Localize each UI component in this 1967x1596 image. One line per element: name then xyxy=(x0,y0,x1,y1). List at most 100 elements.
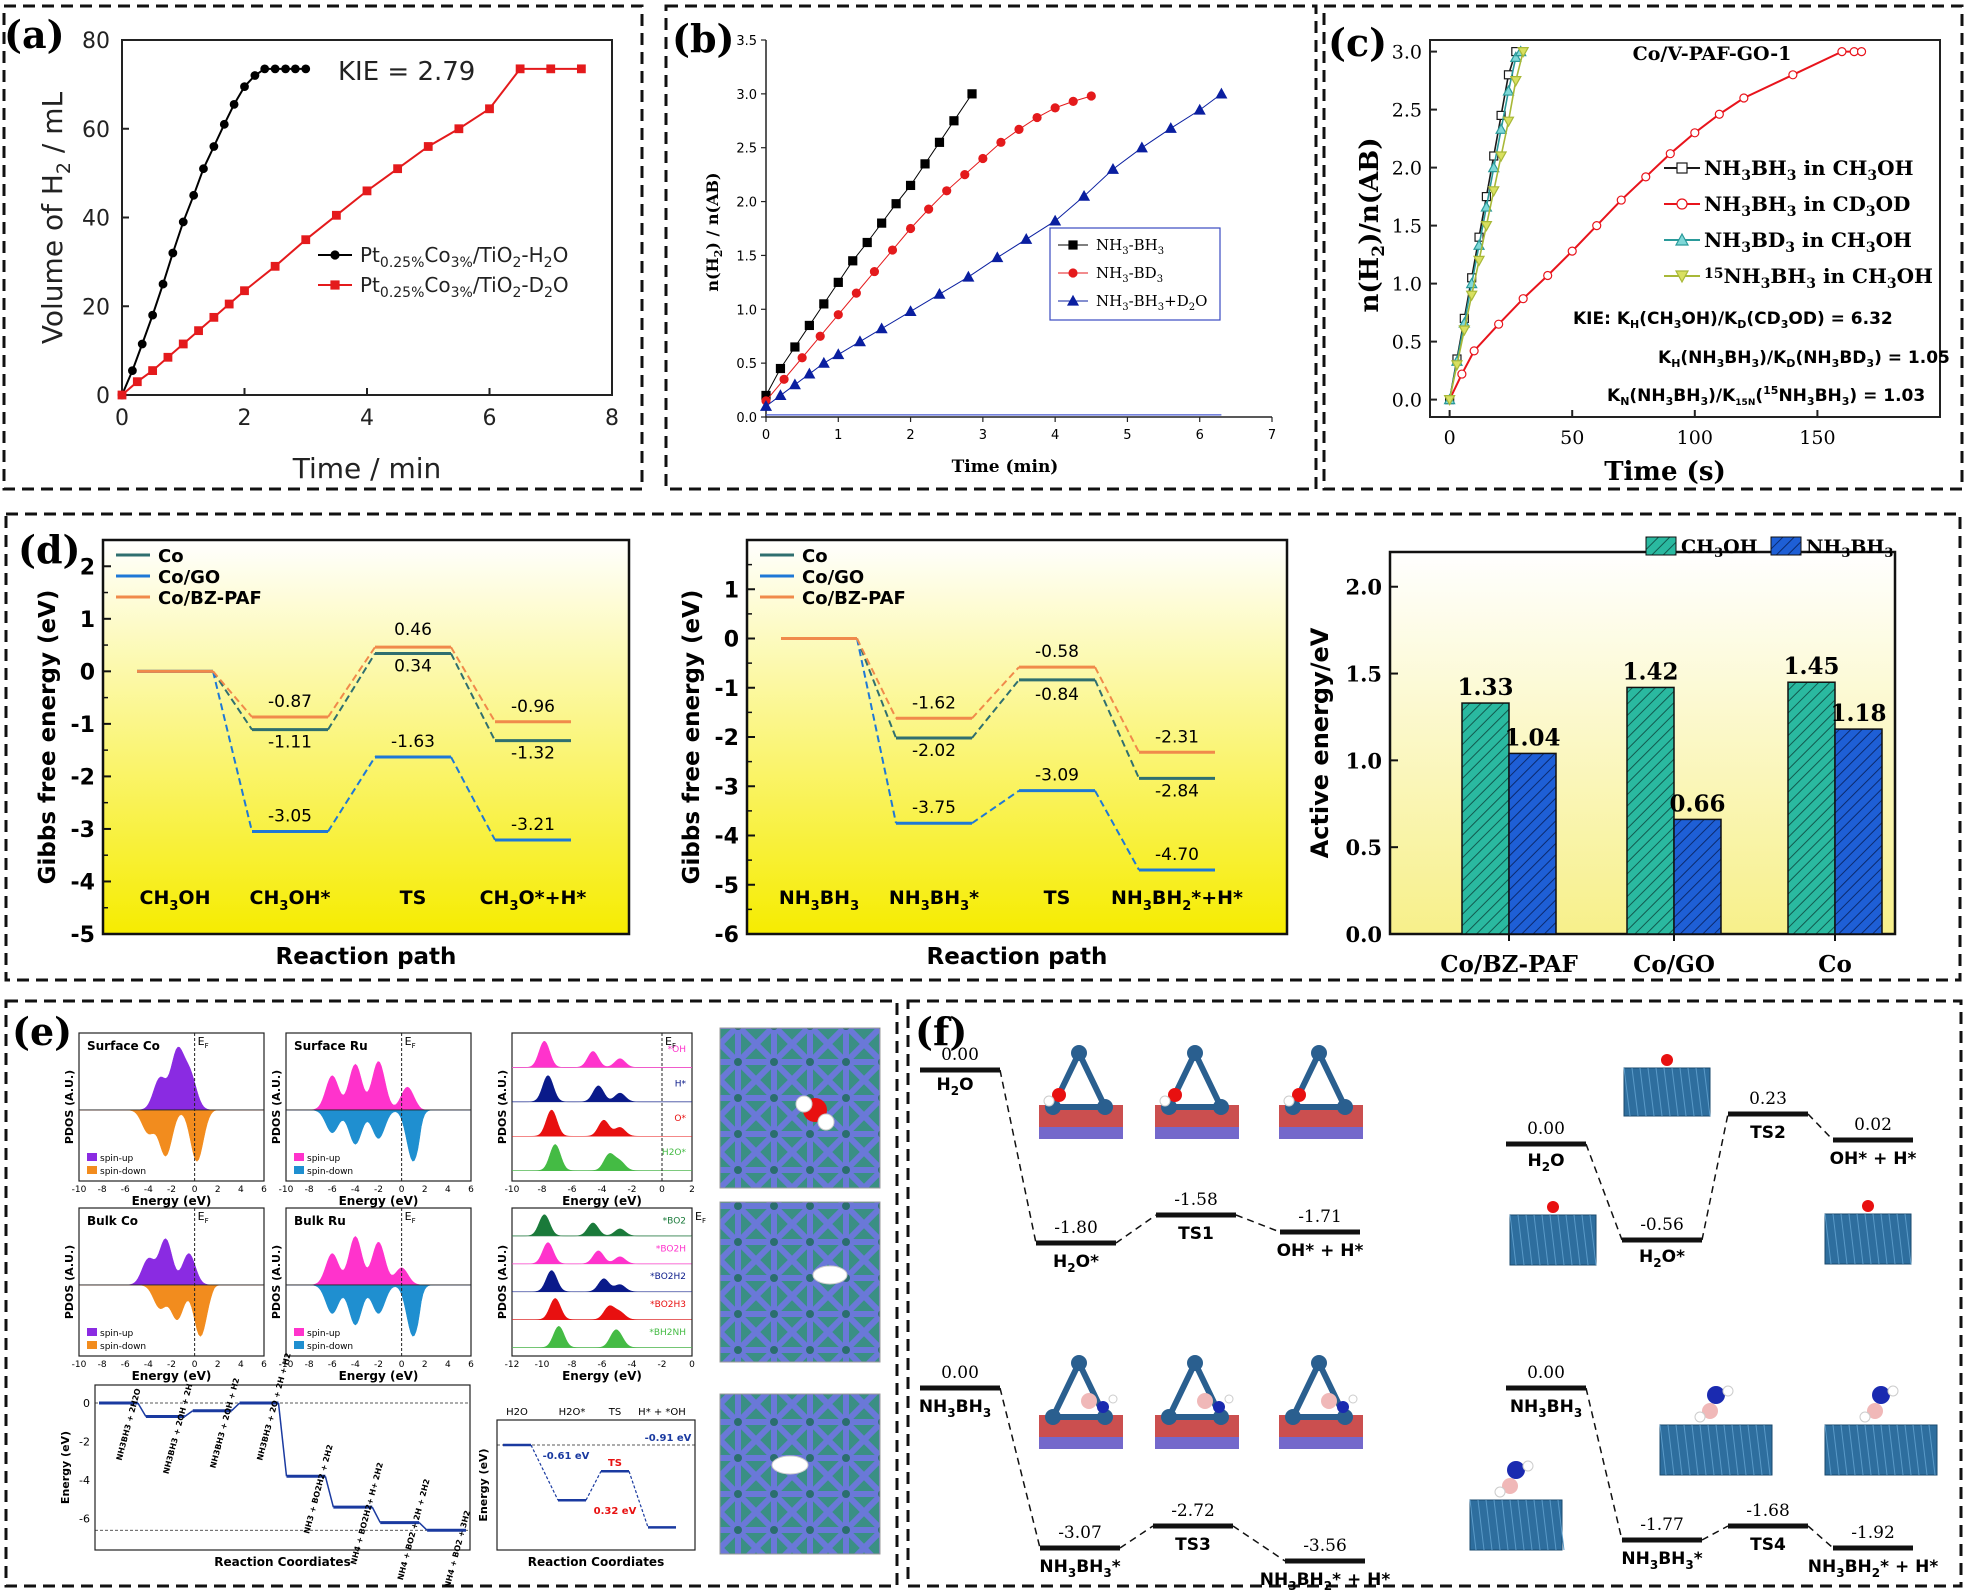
stack-bot-xlabel: Energy (eV) xyxy=(562,1369,642,1383)
f-slab-structure-image xyxy=(1859,1411,1871,1423)
surface-structure-image xyxy=(719,1201,881,1363)
chart-d3-bar xyxy=(1626,686,1675,935)
pdos-legend-swatch xyxy=(87,1153,97,1161)
f-slab-structure-image xyxy=(1507,1461,1525,1479)
f-cluster-structure-image xyxy=(1337,1409,1353,1425)
f-slab-structure-image xyxy=(1755,1424,1763,1476)
f2-connector xyxy=(1585,1143,1623,1241)
f-cluster-structure-image xyxy=(1097,1099,1113,1115)
pd1-connector xyxy=(450,646,496,723)
chart-b-point xyxy=(1164,122,1177,133)
pd1-connector xyxy=(327,652,376,731)
f1-connector xyxy=(999,1069,1037,1244)
chart-b-point xyxy=(875,322,888,334)
pdos-ef-label: EF xyxy=(198,1035,209,1050)
pd1-connector xyxy=(450,653,496,742)
pdos-xtick-label: -8 xyxy=(305,1185,314,1195)
stack-bot-area xyxy=(512,1242,692,1265)
chart-b-point xyxy=(1050,103,1060,113)
pdos-xtick-label: -4 xyxy=(351,1360,360,1370)
stack-top-xtick-label: -6 xyxy=(568,1185,577,1195)
chart-a-xtick-label: 4 xyxy=(360,406,374,431)
e-path-ylabel: Energy (eV) xyxy=(477,1448,490,1521)
f-cluster-structure-image xyxy=(1187,1045,1203,1061)
pdos-xtick-label: 0 xyxy=(192,1185,198,1195)
stack-bot-ef-label: EF xyxy=(695,1210,706,1225)
chart-c-point xyxy=(1837,46,1847,57)
chart-a-point xyxy=(515,64,525,74)
stack-bot-label: *BO2H3 xyxy=(650,1300,686,1310)
pd1-value-label: -1.32 xyxy=(511,744,555,764)
f-slab-structure-image xyxy=(1659,1424,1667,1476)
chart-d1: -5 -4 -3 -2 -1 0 1 2 Reaction path Gibbs free ene… xyxy=(35,538,631,970)
stack-top-xtick-label: -10 xyxy=(505,1185,520,1195)
chart-a-point xyxy=(132,377,142,387)
chart-c-point xyxy=(1457,369,1467,379)
f-slab-structure-image xyxy=(1573,1214,1581,1266)
pdos-legend-label: spin-down xyxy=(100,1167,146,1177)
pdos-xtick-label: -10 xyxy=(72,1185,87,1195)
chart-b-point xyxy=(815,331,825,341)
f-slab-structure-image xyxy=(1747,1424,1755,1476)
svg-text:KN(NH3BH3)/K15N(15NH3BH3) = 1.: KN(NH3BH3)/K15N(15NH3BH3) = 1.03 xyxy=(1607,384,1925,408)
f-slab-structure-image xyxy=(1832,1213,1840,1265)
f-slab-structure-image xyxy=(1722,1385,1734,1397)
chart-b-point xyxy=(790,342,800,352)
f-cluster-structure-image xyxy=(1292,1088,1306,1102)
hydrogen-molecule-image xyxy=(812,1265,848,1285)
pd1-ytick-label: 0 xyxy=(80,660,95,685)
chart-a-point xyxy=(137,339,147,349)
chart-b-point xyxy=(779,374,789,384)
pdos-xlabel: Energy (eV) xyxy=(339,1369,419,1383)
chart-c-point xyxy=(1458,325,1471,337)
pd2-ylabel: Gibbs free energy (eV) xyxy=(679,590,705,885)
pd2-connector xyxy=(856,638,897,824)
f-cluster-structure-image xyxy=(1213,1099,1229,1115)
pdos-ef-label: EF xyxy=(198,1210,209,1225)
chart-a-point xyxy=(219,119,229,129)
f-slab-structure-image xyxy=(1887,1385,1899,1397)
chart-b-point xyxy=(942,186,952,196)
f-slab-structure-image xyxy=(1867,1403,1883,1419)
f-cluster-structure-image xyxy=(1224,1394,1234,1404)
f-slab-structure-image xyxy=(1557,1214,1565,1266)
pd2-connector xyxy=(971,666,1020,719)
e-energy-connector xyxy=(277,1402,288,1477)
f2-value-label: 0.23 xyxy=(1749,1089,1787,1109)
stack-top-label: *OH xyxy=(668,1045,686,1055)
e-energy-ytick-label: -2 xyxy=(79,1436,90,1449)
f-slab-structure-image xyxy=(1469,1499,1477,1551)
chart-a-point xyxy=(168,248,178,258)
e-energy-connector xyxy=(184,1410,194,1418)
pd2-legend-label: Co xyxy=(802,546,828,567)
f-cluster-structure-image xyxy=(1337,1401,1349,1413)
stack-bot-label: *BH2NH xyxy=(649,1328,686,1338)
pd2-ytick-label: 1 xyxy=(724,578,739,603)
stack-top-xtick-label: 2 xyxy=(689,1185,695,1195)
chart-d3-bar xyxy=(1673,818,1722,935)
chart-b-point xyxy=(804,320,814,331)
chart-d3-ylabel: Active energy/eV xyxy=(1306,627,1334,858)
f-slab-structure-image xyxy=(1694,1411,1706,1423)
panel-b-label: (b) xyxy=(672,16,735,61)
chart-b-ytick-label: 2.5 xyxy=(736,142,757,157)
pd2-value-label: -2.02 xyxy=(912,741,956,761)
chart-b-point xyxy=(933,287,946,299)
chart-b-point xyxy=(1106,163,1119,174)
panel-c-label: (c) xyxy=(1328,20,1387,65)
chart-a-point xyxy=(240,286,249,296)
pdos-xtick-label: 6 xyxy=(468,1360,474,1370)
f4-connector xyxy=(1585,1387,1623,1541)
chart-a-point xyxy=(178,339,188,349)
panel-f-label: (f) xyxy=(915,1009,967,1054)
f-slab-structure-image xyxy=(1509,1214,1517,1266)
f-slab-structure-image xyxy=(1872,1386,1890,1404)
pdos-xtick-label: 0 xyxy=(399,1185,405,1195)
hydrogen-molecule-image xyxy=(771,1455,809,1475)
f3-value-label: -2.72 xyxy=(1171,1501,1215,1521)
pdos-xtick-label: 4 xyxy=(238,1360,244,1370)
chart-c-point xyxy=(1788,70,1798,80)
chart-b-ylabel: n(H2) / n(AB) xyxy=(703,172,725,291)
f-slab-structure-image xyxy=(1525,1499,1533,1551)
